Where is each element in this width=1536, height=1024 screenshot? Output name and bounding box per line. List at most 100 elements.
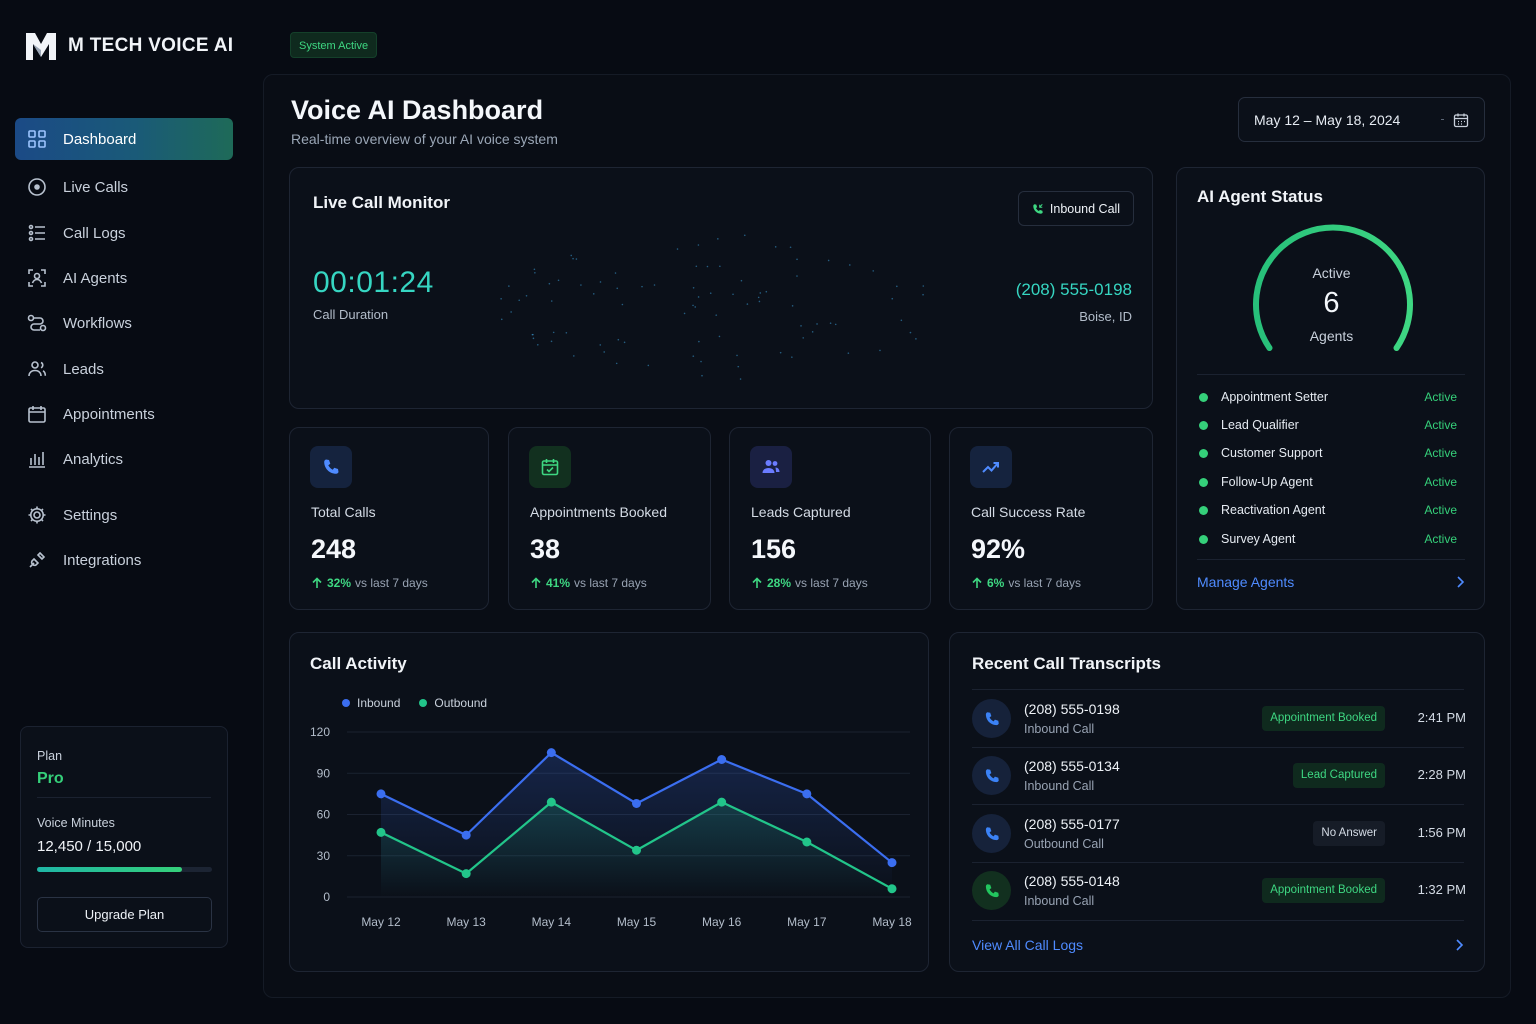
x-tick-label: May 14 xyxy=(532,915,572,929)
agent-row-customer-support[interactable]: Customer Support Active xyxy=(1199,443,1457,463)
waveform-particle xyxy=(789,246,792,249)
stat-delta-percent: 6% xyxy=(987,576,1005,590)
agent-row-lead-qualifier[interactable]: Lead Qualifier Active xyxy=(1199,415,1457,435)
stat-value: 92% xyxy=(971,534,1026,564)
transcript-call-type: Inbound Call xyxy=(1024,722,1095,736)
transcript-call-type: Inbound Call xyxy=(1024,894,1095,908)
sidebar-item-analytics[interactable]: Analytics xyxy=(15,438,233,480)
transcript-call-type: Inbound Call xyxy=(1024,779,1095,793)
phone-icon-wrap xyxy=(972,699,1011,738)
call-type-badge[interactable]: Inbound Call xyxy=(1018,191,1134,226)
sidebar-item-live-calls[interactable]: Live Calls xyxy=(15,166,233,208)
data-point-inbound xyxy=(887,858,897,868)
view-all-call-logs-link[interactable]: View All Call Logs xyxy=(972,937,1464,953)
agent-row-reactivation[interactable]: Reactivation Agent Active xyxy=(1199,500,1457,520)
waveform-particle xyxy=(603,351,605,353)
stat-delta-percent: 32% xyxy=(327,576,352,590)
status-dot xyxy=(1199,448,1208,458)
stat-label: Call Success Rate xyxy=(971,504,1086,520)
waveform-particle xyxy=(891,297,894,300)
waveform-particle xyxy=(701,374,703,377)
voice-minutes-progress xyxy=(37,867,212,872)
sidebar-item-label: Analytics xyxy=(63,450,124,468)
sidebar-item-label: Workflows xyxy=(63,314,132,332)
x-tick-label: May 16 xyxy=(702,915,742,929)
data-point-inbound xyxy=(717,755,727,764)
sidebar-item-settings[interactable]: Settings xyxy=(15,494,233,536)
sidebar-item-label: Integrations xyxy=(63,551,142,569)
sidebar-item-call-logs[interactable]: Call Logs xyxy=(15,212,233,254)
waveform-particle xyxy=(550,340,553,343)
audio-waveform xyxy=(441,234,1000,380)
data-point-outbound xyxy=(802,837,812,847)
page-title: Voice AI Dashboard xyxy=(291,95,544,125)
waveform-particle xyxy=(697,244,700,246)
transcript-row[interactable]: (208) 555-0198 Inbound Call Appointment Bo… xyxy=(972,690,1466,747)
x-tick-label: May 17 xyxy=(787,915,827,929)
stat-delta-label: vs last 7 days xyxy=(1008,576,1082,590)
stat-label: Leads Captured xyxy=(751,504,851,520)
waveform-particle xyxy=(592,293,595,295)
waveform-particle xyxy=(700,360,702,363)
plug-icon xyxy=(29,551,46,568)
agent-status: Active xyxy=(1424,503,1457,517)
system-status-badge: System Active xyxy=(290,32,378,58)
agent-row-appointment-setter[interactable]: Appointment Setter Active xyxy=(1199,387,1457,407)
waveform-particle xyxy=(614,272,617,274)
sidebar-item-label: AI Agents xyxy=(63,269,128,287)
transcript-phone: (208) 555-0177 xyxy=(1024,816,1120,832)
workflow-icon xyxy=(27,314,47,332)
caller-phone-number: (208) 555-0198 xyxy=(1015,280,1132,299)
view-all-label: View All Call Logs xyxy=(972,937,1084,953)
sidebar-item-label: Call Logs xyxy=(63,224,126,242)
plan-label: Plan xyxy=(37,749,63,763)
agent-status: Active xyxy=(1424,532,1457,546)
sidebar-item-integrations[interactable]: Integrations xyxy=(15,539,233,581)
upgrade-plan-button[interactable]: Upgrade Plan xyxy=(37,897,212,932)
date-divider xyxy=(1441,119,1444,120)
waveform-particle xyxy=(500,318,503,321)
plan-name: Pro xyxy=(37,770,64,787)
manage-agents-link[interactable]: Manage Agents xyxy=(1197,574,1465,590)
stat-delta: 6% vs last 7 days xyxy=(971,576,1081,590)
call-duration-value: 00:01:24 xyxy=(313,266,434,299)
status-dot xyxy=(1199,505,1208,515)
row-divider xyxy=(972,920,1464,921)
calendar-icon xyxy=(28,406,46,423)
sidebar-item-ai-agents[interactable]: AI Agents xyxy=(15,257,233,299)
waveform-particle xyxy=(909,331,912,334)
data-point-outbound xyxy=(717,797,727,807)
waveform-particle xyxy=(572,257,574,260)
sidebar-item-dashboard[interactable]: Dashboard xyxy=(15,118,233,160)
transcript-row[interactable]: (208) 555-0134 Inbound Call Lead Captured 2… xyxy=(972,747,1466,804)
agent-row-follow-up[interactable]: Follow-Up Agent Active xyxy=(1199,472,1457,492)
chevron-right-icon xyxy=(1456,939,1464,951)
waveform-particle xyxy=(697,296,700,298)
sidebar-item-workflows[interactable]: Workflows xyxy=(15,302,233,344)
sidebar-item-appointments[interactable]: Appointments xyxy=(15,393,233,435)
y-tick-label: 30 xyxy=(317,849,331,863)
app-logo[interactable]: M TECH VOICE AI xyxy=(24,30,233,62)
y-tick-label: 90 xyxy=(317,766,331,780)
agent-name: Follow-Up Agent xyxy=(1221,475,1313,489)
call-type-label: Inbound Call xyxy=(1049,201,1121,216)
live-call-monitor-card: Live Call Monitor Inbound Call 00:01:24 … xyxy=(289,167,1153,409)
calendar-icon xyxy=(1453,113,1469,128)
transcript-row[interactable]: (208) 555-0148 Inbound Call Appointment Bo… xyxy=(972,862,1466,919)
waveform-particle xyxy=(847,352,850,354)
date-range-picker[interactable]: May 12 – May 18, 2024 xyxy=(1238,97,1485,142)
agent-row-survey[interactable]: Survey Agent Active xyxy=(1199,529,1457,549)
call-duration-label: Call Duration xyxy=(313,307,389,322)
agent-status: Active xyxy=(1424,446,1457,460)
x-tick-label: May 18 xyxy=(872,915,912,929)
sidebar-item-leads[interactable]: Leads xyxy=(15,348,233,390)
agent-name: Appointment Setter xyxy=(1221,390,1329,404)
status-dot xyxy=(1199,534,1208,544)
transcript-phone: (208) 555-0134 xyxy=(1024,758,1120,774)
x-tick-label: May 13 xyxy=(446,915,486,929)
transcript-info: (208) 555-0148 Inbound Call xyxy=(1024,873,1120,908)
sidebar: M TECH VOICE AI Dashboard Live Calls Cal… xyxy=(0,0,250,1024)
legend-swatch-outbound xyxy=(419,699,428,707)
transcript-row[interactable]: (208) 555-0177 Outbound Call No Answer 1:56… xyxy=(972,805,1466,862)
agent-gauge xyxy=(1253,224,1413,351)
